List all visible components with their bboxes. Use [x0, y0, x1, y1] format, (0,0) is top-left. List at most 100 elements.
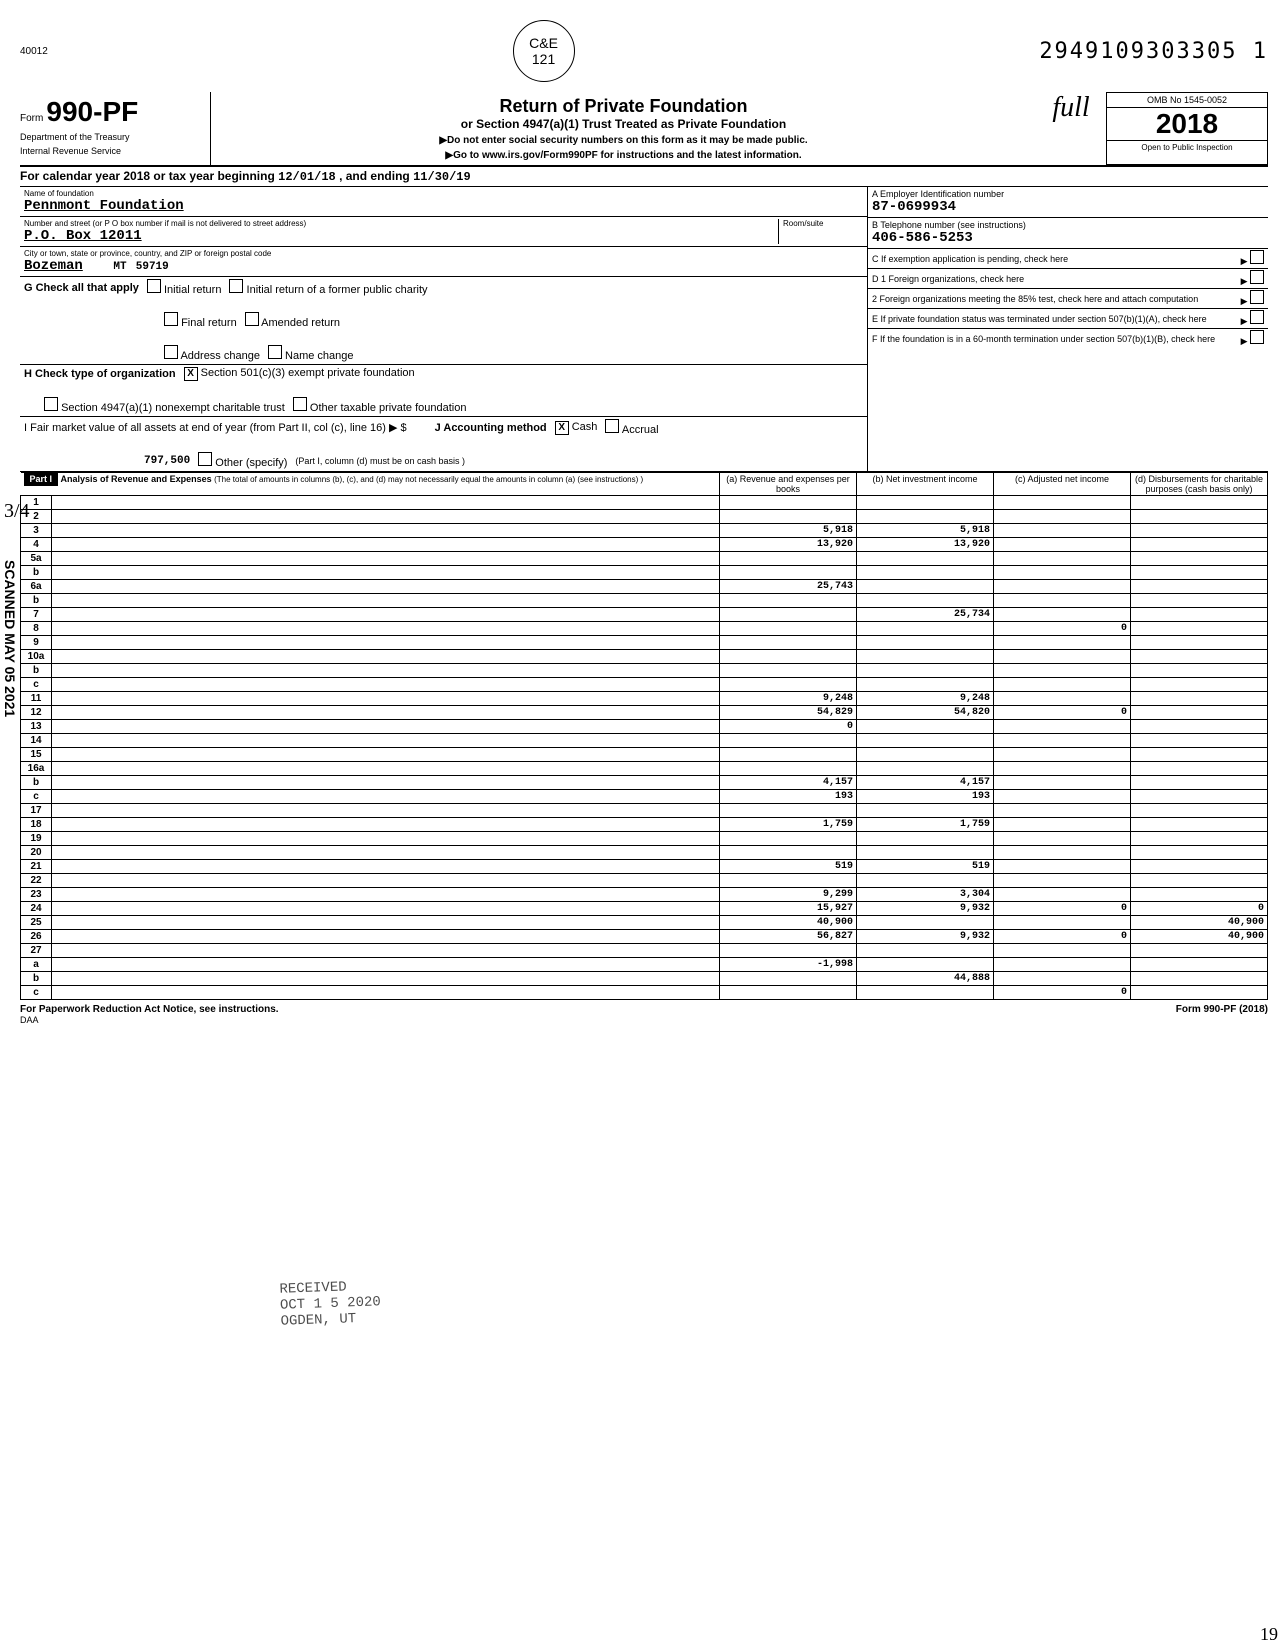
g-opt-4: Amended return — [261, 317, 340, 329]
col-a-value: 4,157 — [720, 776, 857, 790]
footer: For Paperwork Reduction Act Notice, see … — [20, 1004, 1268, 1015]
d1-label: D 1 Foreign organizations, check here — [872, 274, 1024, 284]
col-a-value — [720, 594, 857, 608]
table-row: b — [21, 664, 1268, 678]
i-j-row: I Fair market value of all assets at end… — [20, 417, 867, 471]
table-row: 15 — [21, 748, 1268, 762]
line-number: 7 — [21, 608, 52, 622]
table-row: 2 — [21, 510, 1268, 524]
col-d-value — [1131, 776, 1268, 790]
col-a-value — [720, 608, 857, 622]
col-a-value — [720, 650, 857, 664]
checkbox-initial[interactable] — [147, 279, 161, 293]
year-box: OMB No 1545-0052 2018 Open to Public Ins… — [1106, 92, 1268, 165]
form-number: 990-PF — [46, 96, 138, 127]
address-row: Number and street (or P O box number if … — [20, 217, 867, 247]
col-b-value: 5,918 — [857, 524, 994, 538]
line-description — [52, 608, 720, 622]
checkbox-e[interactable] — [1250, 310, 1264, 324]
col-d-value — [1131, 496, 1268, 510]
table-row: c — [21, 678, 1268, 692]
col-b-value — [857, 636, 994, 650]
col-d-value — [1131, 552, 1268, 566]
col-c-value — [994, 538, 1131, 552]
phone: 406-586-5253 — [872, 230, 1264, 246]
scanned-stamp: SCANNED MAY 05 2021 — [2, 560, 18, 717]
part1-sub: (The total of amounts in columns (b), (c… — [214, 475, 643, 484]
info-grid: Name of foundation Pennmont Foundation N… — [20, 187, 1268, 472]
i-label: I Fair market value of all assets at end… — [24, 421, 407, 434]
col-d-value: 40,900 — [1131, 916, 1268, 930]
line-description — [52, 944, 720, 958]
col-b-value — [857, 916, 994, 930]
col-b-value — [857, 846, 994, 860]
col-d-value — [1131, 860, 1268, 874]
line-description — [52, 496, 720, 510]
received-loc: OGDEN, UT — [280, 1310, 381, 1330]
line-description — [52, 972, 720, 986]
checkbox-final[interactable] — [164, 312, 178, 326]
c-row: C If exemption application is pending, c… — [868, 249, 1268, 269]
j-note: (Part I, column (d) must be on cash basi… — [295, 456, 465, 466]
col-c-header: (c) Adjusted net income — [994, 473, 1131, 496]
line-description — [52, 734, 720, 748]
circle-top: C&E — [529, 35, 558, 51]
table-row: b — [21, 566, 1268, 580]
tax-year: 2018 — [1107, 108, 1267, 140]
line-description — [52, 664, 720, 678]
col-d-value — [1131, 972, 1268, 986]
col-c-value — [994, 692, 1131, 706]
col-d-value — [1131, 608, 1268, 622]
line-number: a — [21, 958, 52, 972]
checkbox-other-method[interactable] — [198, 452, 212, 466]
table-row: c0 — [21, 986, 1268, 1000]
col-b-value: 54,820 — [857, 706, 994, 720]
table-row: 2415,9279,93200 — [21, 902, 1268, 916]
g-opt-2: Address change — [180, 350, 260, 362]
checkbox-address[interactable] — [164, 345, 178, 359]
checkbox-accrual[interactable] — [605, 419, 619, 433]
checkbox-othertax[interactable] — [293, 397, 307, 411]
j-other: Other (specify) — [215, 457, 287, 469]
checkbox-4947[interactable] — [44, 397, 58, 411]
col-c-value: 0 — [994, 902, 1131, 916]
col-c-value — [994, 958, 1131, 972]
footer-left: For Paperwork Reduction Act Notice, see … — [20, 1004, 279, 1015]
line-description — [52, 832, 720, 846]
title-box: Return of Private Foundation or Section … — [211, 92, 1036, 165]
col-a-value — [720, 678, 857, 692]
line-number: 3 — [21, 524, 52, 538]
col-b-value — [857, 664, 994, 678]
checkbox-cash[interactable]: X — [555, 421, 569, 435]
col-a-value — [720, 972, 857, 986]
checkbox-f[interactable] — [1250, 330, 1264, 344]
col-c-value: 0 — [994, 706, 1131, 720]
table-row: 19 — [21, 832, 1268, 846]
e-label: E If private foundation status was termi… — [872, 314, 1207, 324]
line-description — [52, 650, 720, 664]
col-b-value — [857, 580, 994, 594]
checkbox-namechange[interactable] — [268, 345, 282, 359]
col-c-value — [994, 594, 1131, 608]
checkbox-amended[interactable] — [245, 312, 259, 326]
col-d-value — [1131, 538, 1268, 552]
line-number: 14 — [21, 734, 52, 748]
col-c-value — [994, 972, 1131, 986]
received-stamp: RECEIVED OCT 1 5 2020 OGDEN, UT — [279, 1278, 381, 1329]
checkbox-initial-former[interactable] — [229, 279, 243, 293]
line-description — [52, 636, 720, 650]
line-description — [52, 720, 720, 734]
table-row: 35,9185,918 — [21, 524, 1268, 538]
line-number: 12 — [21, 706, 52, 720]
col-c-value — [994, 748, 1131, 762]
checkbox-501c3[interactable]: X — [184, 367, 198, 381]
col-d-value — [1131, 832, 1268, 846]
line-description — [52, 860, 720, 874]
j-label: J Accounting method — [435, 422, 547, 434]
col-b-value — [857, 762, 994, 776]
col-d-value — [1131, 958, 1268, 972]
checkbox-c[interactable] — [1250, 250, 1264, 264]
checkbox-d2[interactable] — [1250, 290, 1264, 304]
col-b-value: 4,157 — [857, 776, 994, 790]
checkbox-d1[interactable] — [1250, 270, 1264, 284]
